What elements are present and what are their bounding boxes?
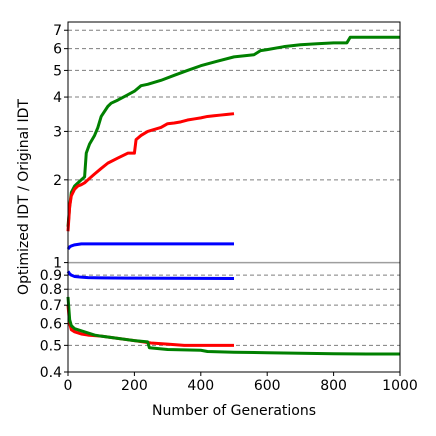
series-line-4 bbox=[66, 305, 234, 347]
series-line-5 bbox=[66, 296, 400, 356]
y-axis-title: Optimized IDT / Original IDT bbox=[16, 99, 32, 295]
y-tick-label-5: 0.9 bbox=[40, 268, 62, 284]
y-tick-layer: 0.4 0.5 0.6 0.70.80.91 2 3 4 5 6 7 bbox=[40, 23, 68, 381]
x-tick-layer: 0 200 400 600 800 1000 bbox=[64, 372, 418, 394]
y-tick-label-9: 4 bbox=[53, 90, 62, 106]
x-tick-label-4: 800 bbox=[320, 378, 347, 394]
x-axis-title: Number of Generations bbox=[152, 403, 316, 419]
y-tick-label-6: 1 bbox=[53, 256, 62, 272]
series-layer bbox=[66, 35, 400, 356]
y-tick-label-12: 7 bbox=[53, 23, 62, 39]
y-tick-label-11: 6 bbox=[53, 42, 62, 58]
series-line-3 bbox=[66, 270, 235, 281]
y-tick-label-2: 0.6 bbox=[40, 317, 62, 333]
y-tick-label-7: 2 bbox=[53, 173, 62, 189]
y-tick-label-0: 0.4 bbox=[40, 365, 62, 381]
x-tick-label-3: 600 bbox=[254, 378, 281, 394]
y-tick-label-4: 0.8 bbox=[40, 282, 62, 298]
x-tick-label-2: 400 bbox=[187, 378, 214, 394]
grid-layer bbox=[68, 29, 400, 346]
y-tick-label-8: 3 bbox=[53, 124, 62, 140]
y-tick-label-3: 0.7 bbox=[40, 298, 62, 314]
series-line-2 bbox=[66, 242, 234, 250]
series-line-1 bbox=[66, 112, 235, 232]
series-line-0 bbox=[66, 35, 400, 227]
x-tick-label-1: 200 bbox=[121, 378, 148, 394]
plot-frame bbox=[67, 21, 401, 373]
x-tick-label-5: 1000 bbox=[382, 378, 418, 394]
y-tick-label-10: 5 bbox=[53, 63, 62, 79]
x-tick-label-0: 0 bbox=[64, 378, 73, 394]
y-tick-label-1: 0.5 bbox=[40, 338, 62, 354]
